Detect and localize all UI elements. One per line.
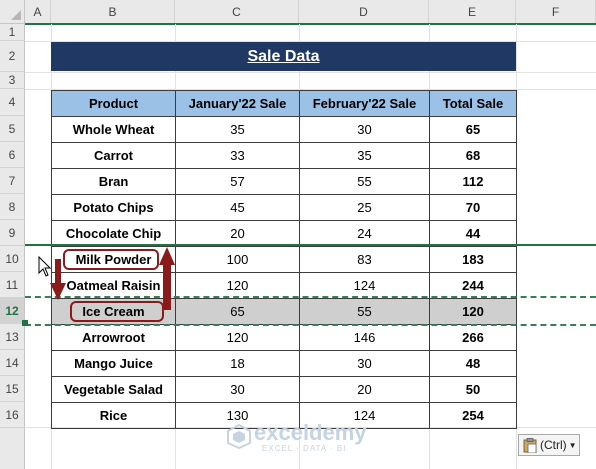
column-header-a[interactable]: A [25,0,51,24]
row-header-1[interactable]: 1 [0,24,25,41]
watermark-tagline: EXCEL · DATA · BI [262,444,347,453]
selection-fill-handle[interactable] [22,320,28,326]
table-row: Rice 130 124 254 [51,402,517,429]
february-cell[interactable]: 55 [299,168,430,195]
row-header-17 [0,428,25,469]
total-cell[interactable]: 183 [429,246,517,273]
row-header-7[interactable]: 7 [0,168,25,194]
table-row: Milk Powder 100 83 183 [51,246,517,273]
product-label: Ice Cream [82,304,145,319]
product-label: Milk Powder [75,252,152,267]
january-cell[interactable]: 20 [175,220,300,247]
total-cell[interactable]: 254 [429,402,517,429]
paste-options-button[interactable]: (Ctrl) ▼ [518,434,580,456]
january-cell[interactable]: 57 [175,168,300,195]
january-cell[interactable]: 30 [175,376,300,403]
january-cell[interactable]: 100 [175,246,300,273]
moving-row-selection[interactable] [25,296,596,326]
february-cell[interactable]: 25 [299,194,430,221]
column-header-b[interactable]: B [51,0,175,24]
clipboard-icon [523,437,537,453]
product-cell[interactable]: Potato Chips [51,194,176,221]
annotation-oval [70,301,164,322]
column-header-c[interactable]: C [175,0,299,24]
february-cell[interactable]: 55 [299,298,430,325]
product-cell[interactable]: Milk Powder [51,246,176,273]
chevron-down-icon: ▼ [568,440,577,450]
header-february-sale[interactable]: February'22 Sale [299,90,430,117]
product-cell[interactable]: Rice [51,402,176,429]
column-selection-indicator [25,23,596,25]
annotation-oval [63,249,159,270]
up-arrow [159,247,175,310]
product-cell[interactable]: Whole Wheat [51,116,176,143]
row-header-12[interactable]: 12 [0,298,25,324]
header-product[interactable]: Product [51,90,176,117]
january-cell[interactable]: 130 [175,402,300,429]
total-cell[interactable]: 112 [429,168,517,195]
row-header-11[interactable]: 11 [0,272,25,298]
february-cell[interactable]: 30 [299,116,430,143]
row-header-13[interactable]: 13 [0,324,25,350]
row-header-5[interactable]: 5 [0,116,25,142]
february-cell[interactable]: 35 [299,142,430,169]
february-cell[interactable]: 124 [299,272,430,299]
table-row-selected: Ice Cream 65 55 120 [51,298,517,325]
row-header-9[interactable]: 9 [0,220,25,246]
row-header-4[interactable]: 4 [0,89,25,116]
product-cell[interactable]: Bran [51,168,176,195]
select-all-corner[interactable] [0,0,25,24]
gridline [516,24,517,469]
product-cell[interactable]: Ice Cream [51,298,176,325]
down-arrow [50,259,66,300]
product-cell[interactable]: Chocolate Chip [51,220,176,247]
sheet-title[interactable]: Sale Data [51,42,516,71]
total-cell[interactable]: 65 [429,116,517,143]
row-header-2[interactable]: 2 [0,41,25,72]
row-header-14[interactable]: 14 [0,350,25,376]
row-header-16[interactable]: 16 [0,402,25,428]
row-header-15[interactable]: 15 [0,376,25,402]
header-january-sale[interactable]: January'22 Sale [175,90,300,117]
row-header-8[interactable]: 8 [0,194,25,220]
february-cell[interactable]: 124 [299,402,430,429]
sheet-title-text: Sale Data [247,47,320,65]
table-row: Potato Chips 45 25 70 [51,194,517,221]
table-row: Oatmeal Raisin 120 124 244 [51,272,517,299]
sales-table: Product January'22 Sale February'22 Sale… [51,90,517,429]
total-cell[interactable]: 70 [429,194,517,221]
february-cell[interactable]: 24 [299,220,430,247]
january-cell[interactable]: 120 [175,324,300,351]
table-row: Bran 57 55 112 [51,168,517,195]
row-header-3[interactable]: 3 [0,72,25,89]
total-cell[interactable]: 120 [429,298,517,325]
product-cell[interactable]: Oatmeal Raisin [51,272,176,299]
gridline [25,89,596,90]
total-cell[interactable]: 68 [429,142,517,169]
exceldemy-logo-icon [227,423,251,449]
table-header-row: Product January'22 Sale February'22 Sale… [51,90,517,117]
gridline [25,72,596,73]
january-cell[interactable]: 65 [175,298,300,325]
paste-options-label: (Ctrl) [540,438,567,452]
mouse-cursor-icon [38,256,52,277]
row-header-10[interactable]: 10 [0,246,25,272]
row-header-6[interactable]: 6 [0,142,25,168]
insertion-line [25,244,596,246]
january-cell[interactable]: 33 [175,142,300,169]
table-row: Chocolate Chip 20 24 44 [51,220,517,247]
table-row: Whole Wheat 35 30 65 [51,116,517,143]
total-cell[interactable]: 266 [429,324,517,351]
february-cell[interactable]: 83 [299,246,430,273]
watermark-text: exceldemy [254,420,367,445]
gridline [25,41,596,42]
